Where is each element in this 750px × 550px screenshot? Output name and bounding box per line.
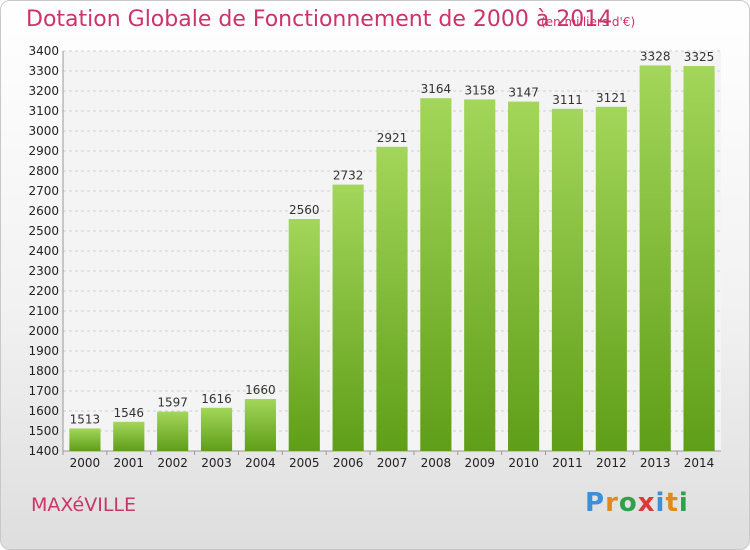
- bar-2012: [595, 106, 627, 452]
- y-tick-label: 3100: [28, 104, 59, 118]
- y-tick-label: 2200: [28, 284, 59, 298]
- x-tick-label-2010: 2010: [508, 456, 539, 470]
- x-tick-label-2003: 2003: [201, 456, 232, 470]
- value-label-2011: 3111: [552, 93, 583, 107]
- chart-title: Dotation Globale de Fonctionnement de 20…: [26, 7, 613, 32]
- bar-2013: [639, 65, 671, 452]
- value-label-2002: 1597: [157, 396, 188, 410]
- value-label-2006: 2732: [333, 169, 364, 183]
- y-tick-label: 2300: [28, 264, 59, 278]
- bar-2003: [200, 407, 233, 451]
- x-tick-label-2014: 2014: [684, 456, 715, 470]
- value-label-2001: 1546: [114, 406, 145, 420]
- y-tick-label: 1500: [28, 424, 59, 438]
- x-tick-label-2001: 2001: [114, 456, 145, 470]
- bar-2005: [288, 219, 320, 451]
- chart-subtitle: (en milliers d'€): [541, 15, 636, 29]
- x-tick-label-2006: 2006: [333, 456, 364, 470]
- value-label-2012: 3121: [596, 91, 627, 105]
- y-tick-label: 2000: [28, 324, 59, 338]
- value-label-2005: 2560: [289, 203, 320, 217]
- y-tick-label: 3200: [28, 84, 59, 98]
- y-tick-label: 2600: [28, 204, 59, 218]
- value-label-2008: 3164: [421, 82, 452, 96]
- y-tick-label: 2400: [28, 244, 59, 258]
- bar-2009: [464, 99, 496, 452]
- y-tick-label: 2700: [28, 184, 59, 198]
- y-tick-label: 3000: [28, 124, 59, 138]
- value-label-2004: 1660: [245, 383, 276, 397]
- y-tick-label: 1700: [28, 384, 59, 398]
- x-tick-label-2002: 2002: [157, 456, 188, 470]
- bar-2006: [332, 184, 364, 451]
- y-tick-label: 3400: [28, 44, 59, 58]
- y-tick-label: 1900: [28, 344, 59, 358]
- x-tick-label-2013: 2013: [640, 456, 671, 470]
- value-label-2014: 3325: [684, 50, 715, 64]
- x-tick-label-2005: 2005: [289, 456, 320, 470]
- y-tick-label: 1600: [28, 404, 59, 418]
- bar-2014: [683, 66, 715, 451]
- y-tick-label: 2500: [28, 224, 59, 238]
- value-label-2010: 3147: [508, 86, 539, 100]
- y-tick-label: 1800: [28, 364, 59, 378]
- x-tick-label-2012: 2012: [596, 456, 627, 470]
- value-label-2009: 3158: [464, 83, 495, 97]
- x-tick-label-2008: 2008: [421, 456, 452, 470]
- y-tick-label: 2900: [28, 144, 59, 158]
- value-label-2013: 3328: [640, 49, 671, 63]
- proxiti-logo: Proxiti: [585, 488, 689, 518]
- bar-2011: [551, 108, 584, 452]
- bar-2008: [420, 98, 452, 451]
- value-label-2003: 1616: [201, 392, 232, 406]
- y-tick-label: 2800: [28, 164, 59, 178]
- bar-2001: [113, 421, 145, 451]
- value-label-2000: 1513: [70, 412, 101, 426]
- bar-2004: [244, 399, 276, 451]
- bar-2000: [69, 428, 101, 451]
- x-tick-label-2004: 2004: [245, 456, 276, 470]
- bar-2007: [376, 146, 408, 452]
- value-label-2007: 2921: [377, 131, 408, 145]
- y-tick-label: 2100: [28, 304, 59, 318]
- commune-name: MAXéVILLE: [31, 494, 137, 516]
- x-tick-label-2009: 2009: [464, 456, 495, 470]
- x-tick-label-2000: 2000: [70, 456, 101, 470]
- x-tick-label-2011: 2011: [552, 456, 583, 470]
- y-tick-label: 1400: [28, 444, 59, 458]
- bar-2010: [508, 101, 540, 451]
- y-tick-label: 3300: [28, 64, 59, 78]
- x-tick-label-2007: 2007: [377, 456, 408, 470]
- bar-2002: [157, 411, 189, 451]
